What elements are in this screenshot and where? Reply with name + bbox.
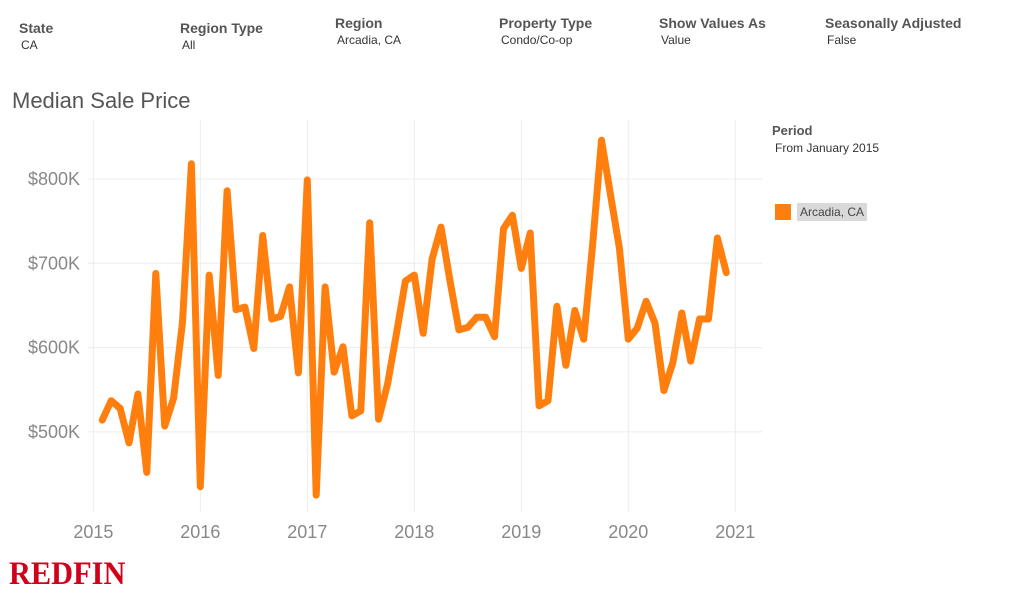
x-tick-label-2020: 2020 (608, 522, 648, 542)
filter-region-type-label: Region Type (180, 20, 263, 36)
x-tick-label-2016: 2016 (180, 522, 220, 542)
y-tick-label-$500K: $500K (28, 422, 80, 442)
y-tick-label-$600K: $600K (28, 338, 80, 358)
x-tick-label-2019: 2019 (501, 522, 541, 542)
filter-property-type-label: Property Type (499, 15, 593, 31)
chart-title: Median Sale Price (12, 88, 191, 113)
filter-seasonally-adjusted-value[interactable]: False (827, 33, 857, 47)
filter-region-label: Region (335, 15, 383, 31)
filter-seasonally-adjusted[interactable]: Seasonally Adjusted False (825, 15, 961, 47)
legend-entry-arcadia[interactable]: Arcadia, CA (775, 203, 868, 221)
legend: Period From January 2015 Arcadia, CA (772, 123, 880, 221)
filter-state-value[interactable]: CA (21, 38, 38, 52)
filter-bar: State CA Region Type All Region Arcadia,… (0, 14, 1024, 58)
y-tick-label-$800K: $800K (28, 169, 80, 189)
legend-entry-label: Arcadia, CA (797, 203, 868, 221)
x-tick-label-2017: 2017 (287, 522, 327, 542)
x-tick-label-2021: 2021 (715, 522, 755, 542)
filter-state[interactable]: State CA (19, 20, 53, 52)
filter-region-value[interactable]: Arcadia, CA (337, 33, 402, 47)
x-tick-label-2018: 2018 (394, 522, 434, 542)
filter-show-values-as-label: Show Values As (659, 15, 766, 31)
series-line-0[interactable] (98, 136, 730, 499)
legend-swatch (775, 204, 791, 220)
filter-property-type[interactable]: Property Type Condo/Co-op (499, 15, 592, 47)
legend-title: Period (772, 123, 813, 138)
filter-show-values-as[interactable]: Show Values As Value (659, 15, 766, 47)
filter-region-type[interactable]: Region Type All (180, 20, 263, 52)
filter-show-values-as-value[interactable]: Value (661, 33, 691, 47)
legend-period: From January 2015 (775, 141, 880, 155)
filter-property-type-value[interactable]: Condo/Co-op (501, 33, 573, 47)
filter-region[interactable]: Region Arcadia, CA (335, 15, 401, 47)
redfin-logo: REDFIN (9, 556, 126, 592)
filter-region-type-value[interactable]: All (182, 38, 196, 52)
filter-seasonally-adjusted-label: Seasonally Adjusted (825, 15, 962, 31)
y-tick-label-$700K: $700K (28, 253, 80, 273)
filter-state-label: State (19, 20, 54, 36)
x-tick-label-2015: 2015 (73, 522, 113, 542)
